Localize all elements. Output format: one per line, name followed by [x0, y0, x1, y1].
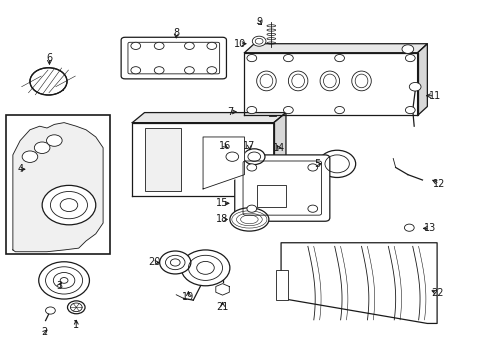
Ellipse shape [320, 71, 339, 91]
Polygon shape [273, 113, 285, 196]
Circle shape [405, 54, 414, 62]
Text: 17: 17 [243, 141, 255, 151]
Text: 21: 21 [216, 302, 228, 312]
Circle shape [131, 67, 141, 74]
Bar [5, 116, 110, 253]
Circle shape [404, 224, 413, 231]
Circle shape [131, 42, 141, 49]
Circle shape [246, 205, 256, 212]
Text: 18: 18 [216, 215, 228, 224]
Circle shape [206, 42, 216, 49]
Circle shape [46, 135, 62, 146]
Text: 9: 9 [256, 17, 262, 27]
Polygon shape [215, 284, 229, 295]
Polygon shape [244, 53, 417, 116]
Circle shape [243, 149, 264, 165]
Polygon shape [203, 137, 244, 189]
Circle shape [42, 185, 96, 225]
Text: 22: 22 [430, 288, 443, 298]
Polygon shape [244, 44, 427, 53]
Text: 1: 1 [73, 320, 79, 330]
FancyBboxPatch shape [121, 37, 226, 79]
Circle shape [334, 54, 344, 62]
Polygon shape [281, 243, 436, 323]
Text: 3: 3 [56, 281, 62, 291]
Text: 6: 6 [46, 53, 52, 63]
Text: 10: 10 [233, 39, 245, 49]
Circle shape [154, 67, 163, 74]
Text: 5: 5 [314, 159, 320, 169]
Text: 14: 14 [272, 143, 284, 153]
Bar [276, 270, 288, 300]
Text: 19: 19 [182, 292, 194, 302]
Circle shape [405, 107, 414, 114]
Circle shape [181, 250, 229, 286]
Polygon shape [13, 123, 103, 252]
Bar [256, 185, 285, 207]
Circle shape [22, 151, 38, 162]
Circle shape [408, 82, 420, 91]
Text: 11: 11 [427, 91, 440, 101]
Polygon shape [417, 44, 427, 116]
Ellipse shape [256, 71, 276, 91]
Circle shape [159, 251, 190, 274]
Circle shape [401, 45, 413, 53]
Circle shape [30, 68, 67, 95]
FancyBboxPatch shape [234, 155, 329, 221]
Text: 8: 8 [173, 28, 179, 38]
Circle shape [184, 67, 194, 74]
Circle shape [206, 67, 216, 74]
Bar [144, 128, 181, 191]
Ellipse shape [229, 208, 268, 231]
Circle shape [307, 205, 317, 212]
Circle shape [246, 164, 256, 171]
Circle shape [318, 150, 355, 177]
Text: 7: 7 [226, 107, 232, 117]
Text: 12: 12 [432, 179, 445, 189]
Text: 4: 4 [17, 164, 23, 174]
Text: 15: 15 [216, 198, 228, 208]
Circle shape [246, 107, 256, 114]
Circle shape [221, 149, 243, 165]
Circle shape [334, 107, 344, 114]
Circle shape [45, 307, 55, 314]
Circle shape [39, 262, 89, 299]
Text: 2: 2 [41, 327, 48, 337]
Circle shape [184, 42, 194, 49]
Polygon shape [132, 113, 285, 123]
Ellipse shape [288, 71, 307, 91]
Circle shape [283, 54, 293, 62]
Text: 16: 16 [219, 141, 231, 151]
Circle shape [154, 42, 163, 49]
Text: 13: 13 [423, 224, 435, 233]
Text: 20: 20 [148, 257, 160, 267]
Ellipse shape [351, 71, 370, 91]
Circle shape [307, 164, 317, 171]
Circle shape [252, 36, 265, 46]
Circle shape [283, 107, 293, 114]
Circle shape [246, 54, 256, 62]
Circle shape [34, 142, 50, 153]
Circle shape [67, 301, 85, 314]
Polygon shape [132, 123, 273, 196]
